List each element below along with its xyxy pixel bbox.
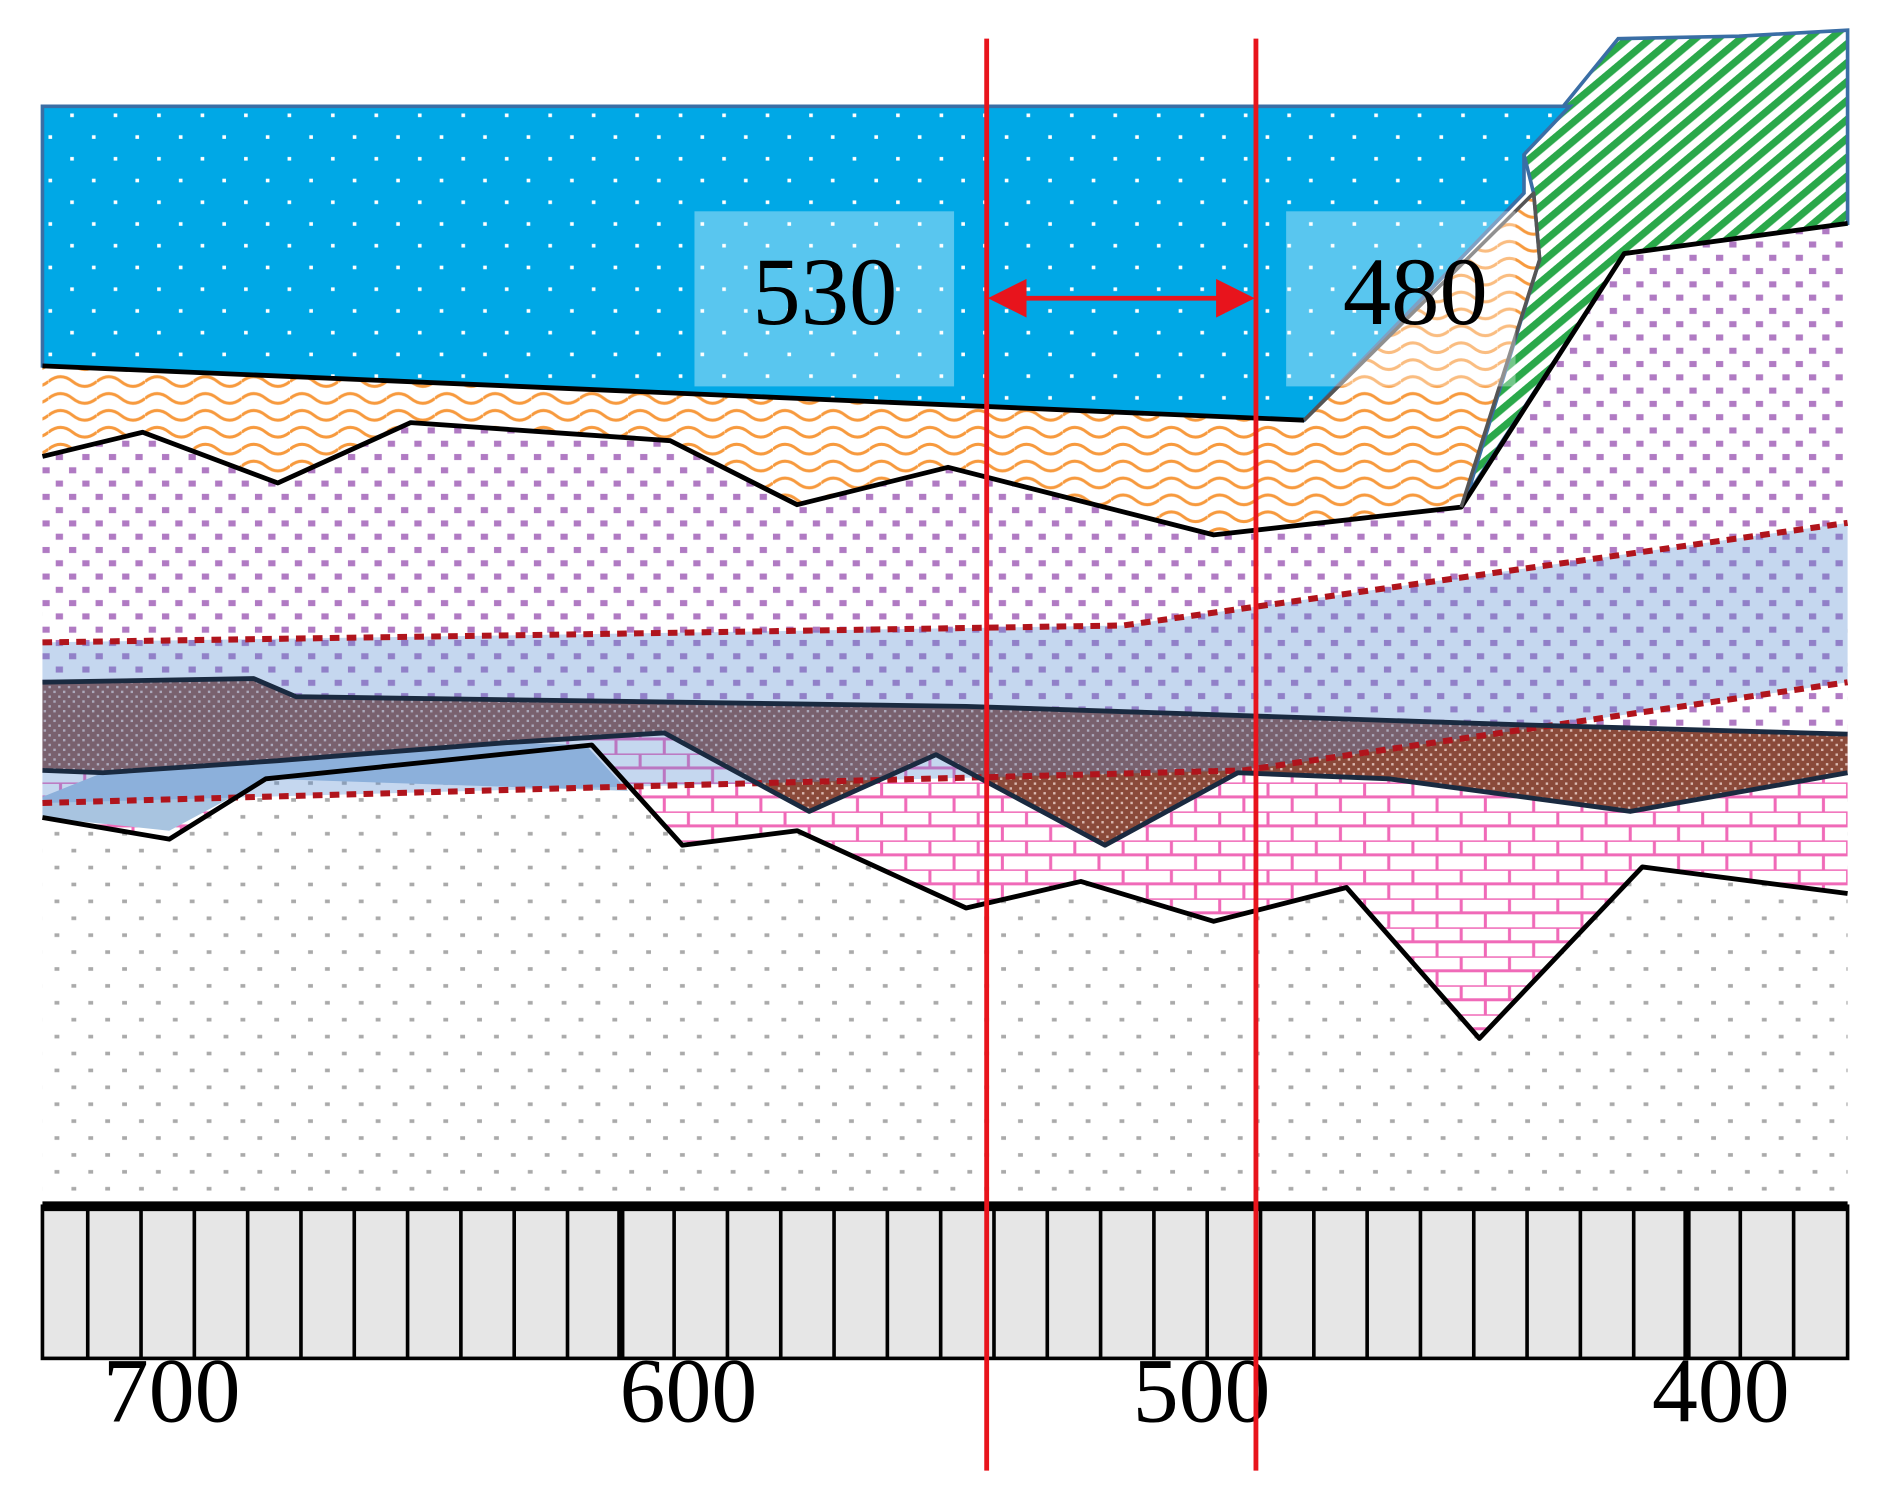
label-box bbox=[694, 211, 955, 387]
scale-label: 600 bbox=[620, 1340, 758, 1442]
scale-label: 700 bbox=[103, 1340, 241, 1442]
scale-label: 500 bbox=[1133, 1340, 1271, 1442]
blue-band bbox=[42, 522, 1848, 803]
orange-layer bbox=[42, 193, 1540, 535]
strata bbox=[40, 28, 1850, 1204]
lens-layer bbox=[42, 742, 629, 831]
marker-label: 480 bbox=[1343, 238, 1488, 345]
brown-layer bbox=[42, 678, 1848, 846]
scale-label: 400 bbox=[1652, 1340, 1790, 1442]
purple-layer bbox=[42, 223, 1848, 735]
pink-layer bbox=[42, 724, 1848, 1039]
scale-bar bbox=[40, 1201, 1850, 1361]
marker-label: 530 bbox=[752, 238, 897, 345]
boundaries bbox=[41, 191, 1849, 1041]
label-box bbox=[1286, 211, 1516, 387]
